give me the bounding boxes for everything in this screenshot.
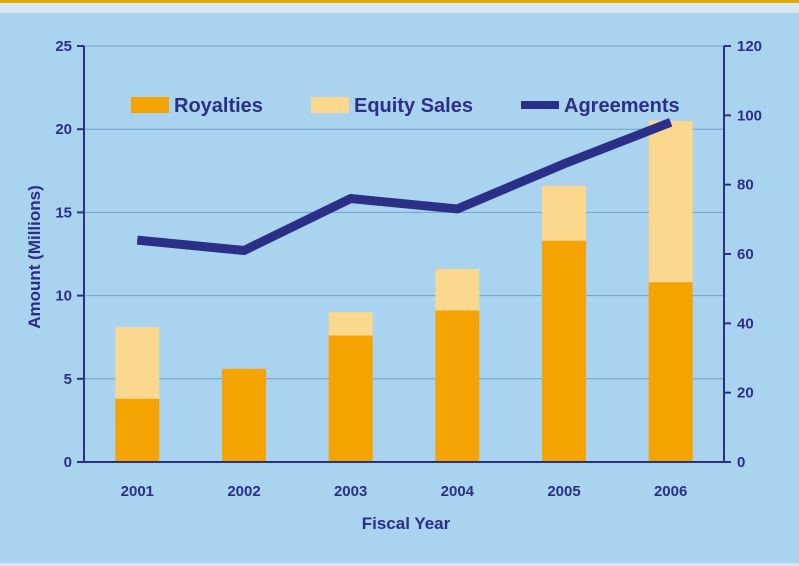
legend-swatch-equity-sales xyxy=(311,97,349,113)
legend-swatch-agreements xyxy=(521,101,559,109)
x-tick-label: 2004 xyxy=(441,483,475,500)
agreements-point-2003 xyxy=(350,198,352,200)
y-tick-label: 5 xyxy=(64,371,72,388)
y-tick-label: 20 xyxy=(55,121,72,138)
bar-royalties-2005 xyxy=(542,240,586,462)
y-tick-label: 0 xyxy=(64,454,72,471)
y2-tick-label: 60 xyxy=(737,246,754,263)
bar-royalties-2006 xyxy=(648,282,693,462)
x-tick-label: 2006 xyxy=(654,483,687,500)
y-tick-label: 25 xyxy=(55,38,72,55)
agreements-point-2005 xyxy=(563,163,565,165)
x-tick-label: 2003 xyxy=(334,483,367,500)
legend-swatch-royalties xyxy=(131,97,169,113)
agreements-line xyxy=(136,118,673,256)
bar-equity-sales-2004 xyxy=(435,268,480,311)
legend-label-equity-sales: Equity Sales xyxy=(354,95,473,117)
bar-royalties-2003 xyxy=(328,335,373,462)
legend-label-royalties: Royalties xyxy=(174,95,263,117)
chart: 0 5 10 15 20 25 0 20 40 60 80 100 120 2001 2002 2003 200… xyxy=(25,38,762,533)
agreements-point-2002 xyxy=(243,250,245,252)
bar-royalties-2001 xyxy=(115,398,160,462)
y2-tick-label: 120 xyxy=(737,38,762,55)
y-tick-label: 15 xyxy=(55,204,72,221)
x-tick-label: 2001 xyxy=(121,483,154,500)
x-tick-label: 2005 xyxy=(547,483,580,500)
y2-tick-label: 0 xyxy=(737,454,745,471)
legend-label-agreements: Agreements xyxy=(564,95,680,117)
y2-tick-label: 20 xyxy=(737,385,754,402)
y2-tick-label: 40 xyxy=(737,315,754,332)
bar-royalties-2004 xyxy=(435,310,480,462)
x-axis-label: Fiscal Year xyxy=(362,514,451,533)
bar-equity-sales-2005 xyxy=(542,185,586,241)
y-axis-label: Amount (Millions) xyxy=(25,185,44,329)
bar-equity-sales-2006 xyxy=(648,120,693,283)
y2-tick-label: 80 xyxy=(737,177,754,194)
x-tick-label: 2002 xyxy=(227,483,260,500)
bar-equity-sales-2003 xyxy=(328,312,373,336)
agreements-point-2004 xyxy=(456,208,458,210)
agreements-point-2001 xyxy=(136,239,138,241)
y-tick-label: 10 xyxy=(55,288,72,305)
y2-tick-label: 100 xyxy=(737,107,762,124)
agreements-point-2006 xyxy=(670,121,672,123)
bar-equity-sales-2001 xyxy=(115,327,160,399)
bar-royalties-2002 xyxy=(222,368,266,462)
